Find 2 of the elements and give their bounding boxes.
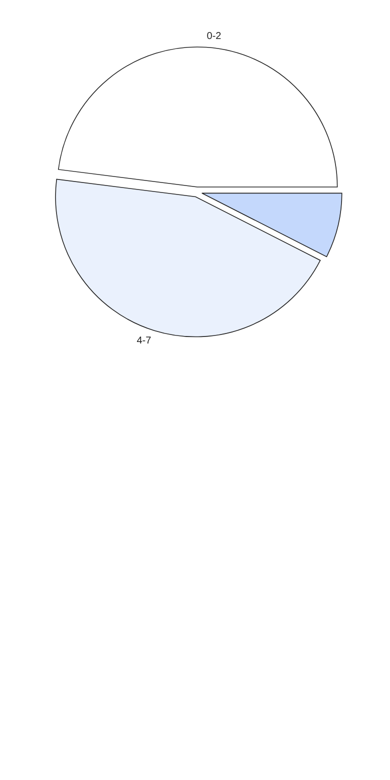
slice-label: 0-2 (206, 30, 222, 42)
slice-label: 4-7 (136, 336, 152, 347)
